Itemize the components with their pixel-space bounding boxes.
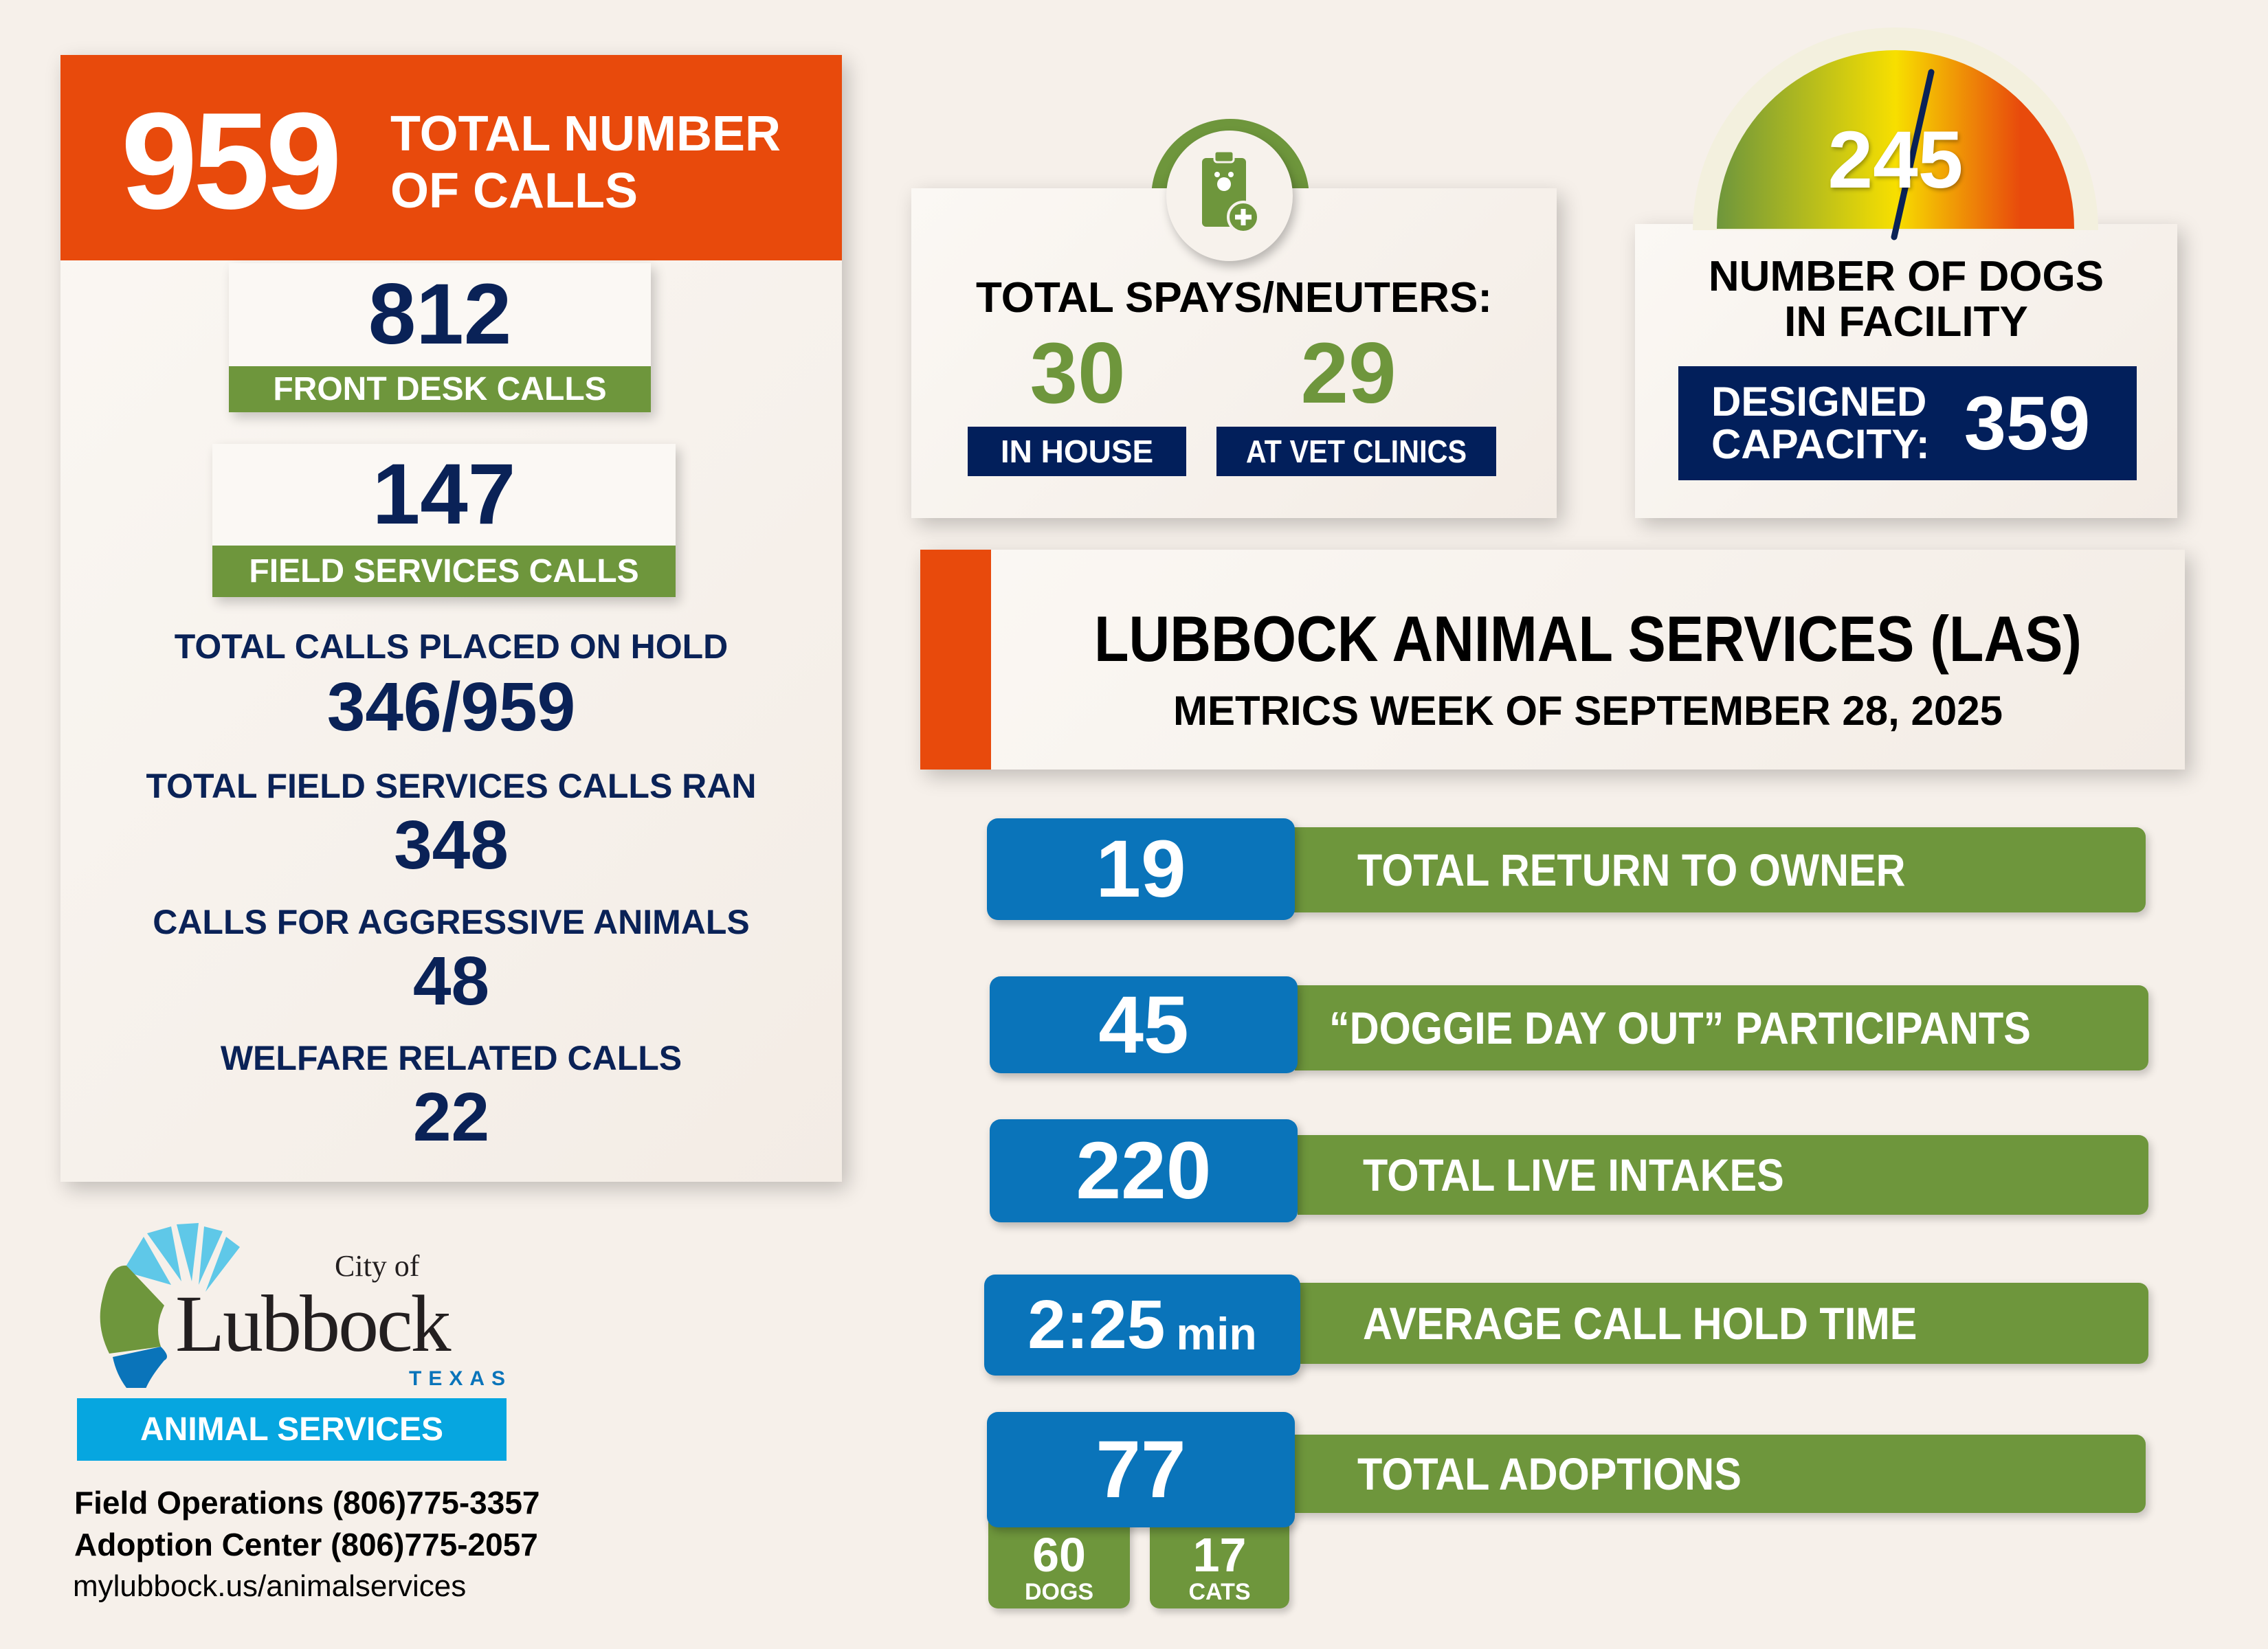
in-house-label: IN HOUSE bbox=[968, 427, 1186, 476]
aggressive-calls-label: CALLS FOR AGGRESSIVE ANIMALS bbox=[153, 903, 750, 941]
website-link[interactable]: mylubbock.us/animalservices bbox=[73, 1569, 467, 1603]
capacity-label-2: CAPACITY: bbox=[1711, 421, 1930, 467]
vet-label: AT VET CLINICS bbox=[1216, 427, 1496, 476]
welfare-calls-label: WELFARE RELATED CALLS bbox=[220, 1039, 682, 1077]
dogs-adopted-value: 60 bbox=[1032, 1528, 1086, 1582]
metric-label: AVERAGE CALL HOLD TIME bbox=[1363, 1298, 1917, 1349]
dogs-label-2: IN FACILITY bbox=[1784, 298, 2028, 346]
dogs-adopted-label: DOGS bbox=[1024, 1579, 1094, 1605]
in-house-value: 30 bbox=[1030, 326, 1126, 421]
dogs-count: 245 bbox=[1827, 115, 1964, 205]
hold-calls-label: TOTAL CALLS PLACED ON HOLD bbox=[174, 627, 729, 666]
city-logo-icon bbox=[100, 1223, 240, 1388]
field-calls-ran-label: TOTAL FIELD SERVICES CALLS RAN bbox=[146, 767, 757, 805]
page-title: LUBBOCK ANIMAL SERVICES (LAS) bbox=[1094, 603, 2082, 675]
capacity-value: 359 bbox=[1964, 381, 2091, 466]
metric-hold-time: AVERAGE CALL HOLD TIME bbox=[1298, 1283, 2148, 1364]
contact-adoption: Adoption Center (806)775-2057 bbox=[74, 1527, 538, 1562]
gauge-needle bbox=[1891, 69, 1935, 240]
hold-calls-value: 346/959 bbox=[326, 669, 576, 745]
metric-value: 77 bbox=[987, 1412, 1295, 1527]
metric-value: 2:25 bbox=[1027, 1286, 1166, 1363]
vet-value: 29 bbox=[1300, 326, 1397, 421]
field-calls-ran-value: 348 bbox=[394, 807, 509, 884]
contact-field-ops: Field Operations (806)775-3357 bbox=[74, 1485, 540, 1521]
metric-live-intakes: TOTAL LIVE INTAKES bbox=[1298, 1135, 2148, 1215]
metric-label: “DOGGIE DAY OUT” PARTICIPANTS bbox=[1329, 1002, 2031, 1053]
front-desk-card: 812 FRONT DESK CALLS bbox=[229, 263, 651, 412]
capacity-label: DESIGNED bbox=[1711, 379, 1927, 425]
front-desk-value: 812 bbox=[368, 267, 512, 362]
metric-value-box: 2:25 min bbox=[984, 1275, 1300, 1376]
dogs-label: NUMBER OF DOGS bbox=[1708, 253, 2104, 300]
metric-return-to-owner: TOTAL RETURN TO OWNER bbox=[1292, 827, 2146, 912]
logo-lubbock: Lubbock bbox=[175, 1279, 451, 1369]
designed-capacity-box: DESIGNED CAPACITY: 359 bbox=[1678, 366, 2137, 480]
total-calls-value: 959 bbox=[121, 85, 342, 238]
calls-panel: 959 TOTAL NUMBER OF CALLS 812 FRONT DESK… bbox=[60, 55, 842, 1182]
total-calls-label: TOTAL NUMBER bbox=[390, 106, 781, 161]
metric-value: 19 bbox=[987, 818, 1295, 920]
field-services-value: 147 bbox=[372, 447, 516, 542]
aggressive-calls-value: 48 bbox=[412, 943, 490, 1020]
cats-adopted-value: 17 bbox=[1192, 1528, 1247, 1582]
total-calls-label-2: OF CALLS bbox=[390, 164, 638, 218]
spays-title: TOTAL SPAYS/NEUTERS: bbox=[975, 274, 1493, 322]
spays-card: TOTAL SPAYS/NEUTERS: 30 29 IN HOUSE AT V… bbox=[911, 188, 1557, 518]
metric-label: TOTAL LIVE INTAKES bbox=[1363, 1149, 1784, 1200]
metric-label: TOTAL ADOPTIONS bbox=[1357, 1448, 1742, 1499]
logo-texas: TEXAS bbox=[409, 1367, 513, 1390]
animal-services-banner: ANIMAL SERVICES bbox=[77, 1398, 507, 1461]
metric-label: TOTAL RETURN TO OWNER bbox=[1357, 844, 1906, 895]
logo-city-of: City of bbox=[335, 1249, 420, 1283]
vet-label-text: AT VET CLINICS bbox=[1245, 434, 1467, 469]
total-calls-header: 959 TOTAL NUMBER OF CALLS bbox=[60, 55, 842, 260]
dogs-gauge bbox=[1693, 27, 2098, 240]
field-services-card: 147 FIELD SERVICES CALLS bbox=[212, 444, 676, 597]
title-accent-bar bbox=[920, 550, 991, 770]
clipboard-paw-plus-icon bbox=[1166, 131, 1293, 261]
metric-adoptions: TOTAL ADOPTIONS bbox=[1292, 1435, 2146, 1513]
title-banner: LUBBOCK ANIMAL SERVICES (LAS) METRICS WE… bbox=[920, 550, 2185, 770]
metric-value: 45 bbox=[990, 976, 1298, 1073]
cats-adopted-label: CATS bbox=[1188, 1579, 1251, 1605]
metric-unit: min bbox=[1176, 1308, 1257, 1359]
metric-value: 220 bbox=[990, 1119, 1298, 1222]
adoptions-cats: 17 CATS bbox=[1150, 1512, 1289, 1608]
page-subtitle: METRICS WEEK OF SEPTEMBER 28, 2025 bbox=[1173, 688, 2003, 734]
metric-doggie-day-out: “DOGGIE DAY OUT” PARTICIPANTS bbox=[1295, 985, 2148, 1070]
adoptions-dogs: 60 DOGS bbox=[988, 1512, 1130, 1608]
welfare-calls-value: 22 bbox=[412, 1079, 490, 1156]
front-desk-label: FRONT DESK CALLS bbox=[229, 366, 651, 412]
field-services-label: FIELD SERVICES CALLS bbox=[212, 546, 676, 597]
dogs-card: NUMBER OF DOGS IN FACILITY DESIGNED CAPA… bbox=[1635, 224, 2177, 518]
